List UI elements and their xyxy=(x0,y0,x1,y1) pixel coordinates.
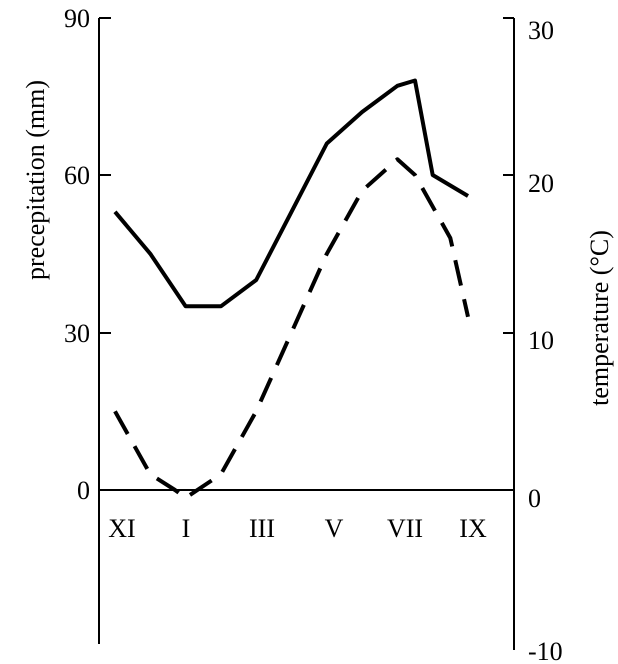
month-label-vii: VII xyxy=(387,514,423,543)
month-label-iii: III xyxy=(249,514,275,543)
right-tick-label-10: 10 xyxy=(528,326,554,355)
right-tick-label-0: 0 xyxy=(528,484,541,513)
right-axis: 30 20 10 0 -10 temperature (°C) xyxy=(503,16,614,664)
temperature-line xyxy=(113,157,470,500)
left-tick-label-60: 60 xyxy=(64,161,90,190)
right-tick-label-30: 30 xyxy=(528,16,554,45)
month-label-ix: IX xyxy=(459,514,487,543)
month-label-v: V xyxy=(325,514,344,543)
right-tick-label-20: 20 xyxy=(528,169,554,198)
series-layer xyxy=(113,78,470,500)
left-axis: 90 60 30 0 precepitation (mm) xyxy=(21,4,111,644)
right-axis-title: temperature (°C) xyxy=(585,230,614,406)
left-tick-label-0: 0 xyxy=(77,476,90,505)
left-tick-label-90: 90 xyxy=(64,4,90,33)
left-tick-label-30: 30 xyxy=(64,319,90,348)
x-axis: XI I III V VII IX xyxy=(99,489,514,543)
month-label-i: I xyxy=(182,514,191,543)
precipitation-line xyxy=(113,78,470,309)
left-axis-title: precepitation (mm) xyxy=(21,80,50,280)
right-tick-label-minus10: -10 xyxy=(528,637,563,664)
month-label-xi: XI xyxy=(108,514,135,543)
